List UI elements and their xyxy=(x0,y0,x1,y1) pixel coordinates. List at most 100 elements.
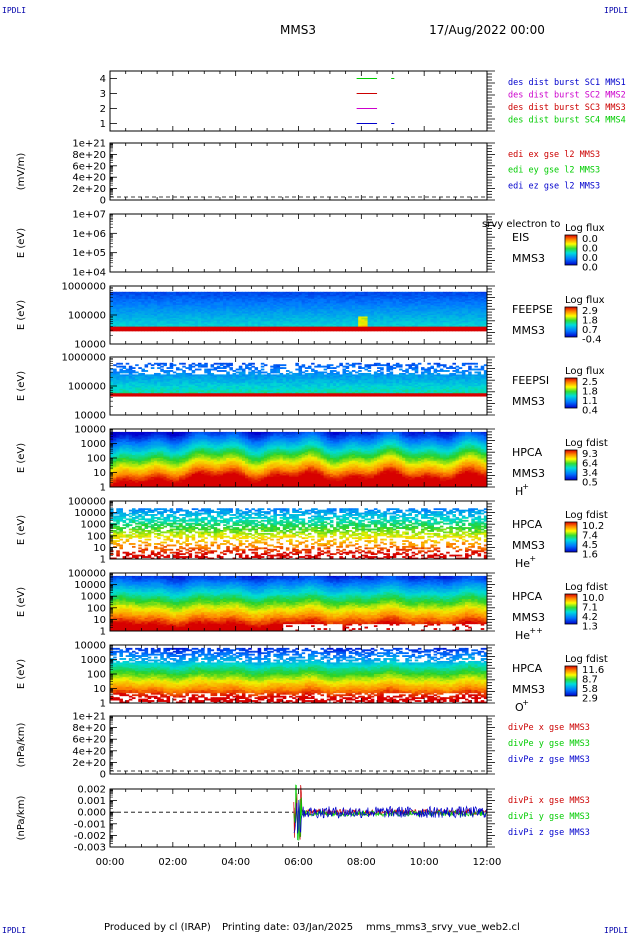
heatmap-cell xyxy=(160,363,164,365)
heatmap-cell xyxy=(157,364,161,366)
heatmap-cell xyxy=(270,330,274,332)
heatmap-cell xyxy=(211,369,215,371)
y-tick-label: 1e+07 xyxy=(72,210,106,221)
heatmap-cell xyxy=(151,364,155,366)
y-tick-label: 0 xyxy=(100,196,106,207)
heatmap-cell xyxy=(371,330,375,332)
heatmap-cell xyxy=(116,395,120,397)
heatmap-cell xyxy=(204,372,208,374)
heatmap-cell xyxy=(220,364,224,366)
heatmap-cell xyxy=(129,395,133,397)
spacecraft-title: MMS3 xyxy=(280,23,316,37)
heatmap-cell xyxy=(132,367,136,369)
heatmap-cell xyxy=(163,372,167,374)
heatmap-cell xyxy=(192,330,196,332)
heatmap-cell xyxy=(119,330,123,332)
heatmap-cell xyxy=(393,330,397,332)
heatmap-cell xyxy=(380,330,384,332)
heatmap-cell xyxy=(119,395,123,397)
heatmap-cell xyxy=(320,330,324,332)
heatmap-cell xyxy=(390,330,394,332)
heatmap-cell xyxy=(267,330,271,332)
corner-label-top-left: IPDLI xyxy=(2,6,26,15)
heatmap-cell xyxy=(141,330,145,332)
heatmap-cell xyxy=(449,330,453,332)
heatmap-cell xyxy=(226,395,230,397)
y-tick-label: 2 xyxy=(100,104,106,115)
heatmap-cell xyxy=(412,330,416,332)
heatmap-cell xyxy=(138,330,142,332)
heatmap-cell xyxy=(226,330,230,332)
y-tick-label: 100000 xyxy=(68,311,106,322)
heatmap-cell xyxy=(349,330,353,332)
instrument-name: EIS xyxy=(512,231,529,244)
heatmap-cell xyxy=(330,330,334,332)
heatmap-cell xyxy=(145,330,149,332)
heatmap-cell xyxy=(346,330,350,332)
heatmap-cell xyxy=(192,372,196,374)
heatmap-cell xyxy=(211,330,215,332)
heatmap-cell xyxy=(126,363,130,365)
heatmap-cell xyxy=(198,330,202,332)
heatmap-cell xyxy=(123,395,127,397)
figure: IPDLI IPDLI MMS3 17/Aug/2022 00:00 1234 d… xyxy=(0,0,630,934)
heatmap-cell xyxy=(405,330,409,332)
heatmap-cell xyxy=(138,367,142,369)
heatmap-cell xyxy=(182,395,186,397)
heatmap-cell xyxy=(189,330,193,332)
y-tick-label: 1e+06 xyxy=(72,229,106,240)
heatmap-cell xyxy=(179,395,183,397)
heatmap-cell xyxy=(151,395,155,397)
heatmap-cell xyxy=(113,330,117,332)
heatmap-cell xyxy=(415,330,419,332)
heatmap-cell xyxy=(116,363,120,365)
colorbar xyxy=(565,307,577,337)
heatmap-cell xyxy=(179,363,183,365)
heatmap-cell xyxy=(280,330,284,332)
heatmap-cell xyxy=(217,363,221,365)
heatmap-cell xyxy=(440,330,444,332)
heatmap-cell xyxy=(277,330,281,332)
heatmap-cell xyxy=(396,330,400,332)
y-tick-label: 1e+21 xyxy=(72,139,106,150)
heatmap-cell xyxy=(195,369,199,371)
heatmap-cell xyxy=(223,363,227,365)
heatmap-cell xyxy=(229,369,233,371)
heatmap-cell xyxy=(154,330,158,332)
heatmap-cell xyxy=(258,330,262,332)
corner-label-top-right: IPDLI xyxy=(604,6,628,15)
legend-entry: des dist burst SC1 MMS1 xyxy=(508,78,626,88)
heatmap-cell xyxy=(192,395,196,397)
heatmap-cell xyxy=(192,366,196,368)
heatmap-cell xyxy=(223,395,227,397)
y-axis-label: E (eV) xyxy=(16,228,27,258)
heatmap-cell xyxy=(220,370,224,372)
heatmap-cell xyxy=(157,330,161,332)
heatmap-cell xyxy=(456,330,460,332)
heatmap-cell xyxy=(189,369,193,371)
heatmap-cell xyxy=(311,330,315,332)
y-tick-label: 8e+20 xyxy=(72,150,106,161)
heatmap-cell xyxy=(113,395,117,397)
heatmap-cell xyxy=(289,330,293,332)
heatmap-cell xyxy=(421,330,425,332)
heatmap-cell xyxy=(179,330,183,332)
heatmap-cell xyxy=(386,330,390,332)
heatmap-cell xyxy=(324,330,328,332)
legend-entry: des dist burst SC3 MMS3 xyxy=(508,103,626,113)
heatmap-cell xyxy=(302,330,306,332)
heatmap-cell xyxy=(443,330,447,332)
heatmap-cell xyxy=(427,330,431,332)
heatmap-cell xyxy=(154,395,158,397)
legend-entry: des dist burst SC4 MMS4 xyxy=(508,116,626,126)
y-tick-label: 10000 xyxy=(74,340,106,351)
heatmap-cell xyxy=(195,330,199,332)
heatmap-cell xyxy=(418,330,422,332)
heatmap-cell xyxy=(217,370,221,372)
heatmap-cell xyxy=(283,330,287,332)
heatmap-cell xyxy=(352,330,356,332)
heatmap-cell xyxy=(468,330,472,332)
heatmap-cell xyxy=(145,366,149,368)
heatmap-cell xyxy=(198,366,202,368)
y-tick-label: 4e+20 xyxy=(72,173,106,184)
